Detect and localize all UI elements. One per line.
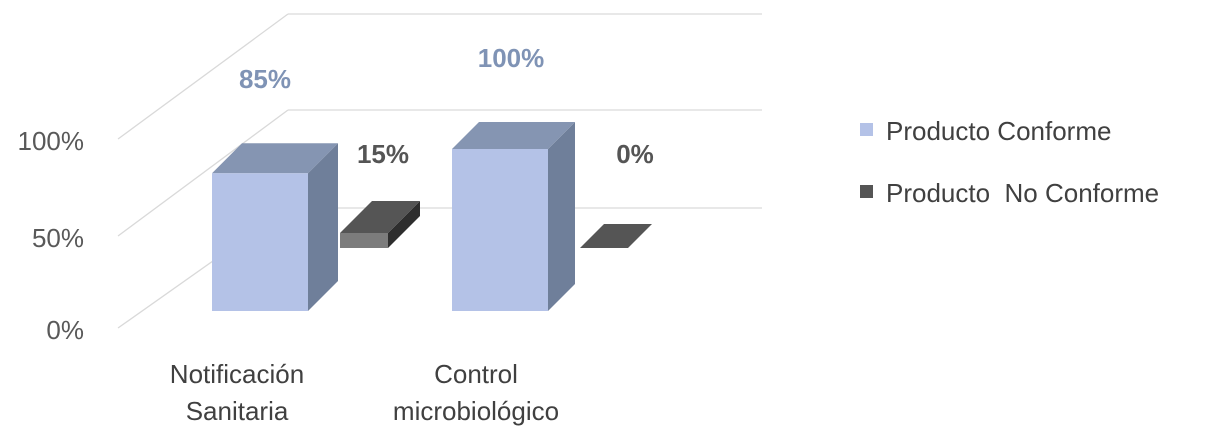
bar-producto-no-conforme-1: [580, 224, 652, 248]
x-tick-label: Sanitaria: [186, 396, 289, 426]
data-label: 100%: [478, 43, 545, 73]
bar-producto-conforme-0: [212, 143, 338, 311]
bar-side: [548, 122, 575, 311]
y-axis-ticks: 0% 50% 100%: [18, 126, 85, 345]
bar-top: [212, 143, 338, 174]
x-tick-label: Notificación: [170, 359, 304, 389]
data-label: 15%: [357, 139, 409, 169]
data-label: 85%: [239, 64, 291, 94]
bar-top: [452, 122, 575, 149]
x-tick-label: microbiológico: [393, 396, 559, 426]
chart-legend: Producto Conforme Producto No Conforme: [860, 116, 1159, 208]
legend-item: Producto Conforme: [860, 116, 1111, 146]
bar-side: [308, 143, 338, 311]
bar-front: [212, 173, 308, 311]
y-tick-label: 100%: [18, 126, 85, 156]
legend-swatch: [860, 123, 873, 136]
bar-front: [452, 149, 548, 311]
bar-top: [580, 224, 652, 248]
chart-bars: [212, 122, 652, 311]
legend-swatch: [860, 185, 873, 198]
data-labels: 85% 100% 15% 0%: [239, 43, 654, 169]
gridline-diagonal: [117, 13, 289, 140]
bar-producto-conforme-1: [452, 122, 575, 311]
gridline-diagonal: [117, 109, 289, 237]
legend-label: Producto No Conforme: [886, 178, 1159, 208]
bar-producto-no-conforme-0: [340, 201, 420, 248]
bar-top: [340, 201, 420, 233]
y-tick-label: 50%: [32, 223, 84, 253]
x-axis-labels: Notificación Sanitaria Control microbiológi…: [170, 359, 559, 426]
y-tick-label: 0%: [46, 315, 84, 345]
legend-item: Producto No Conforme: [860, 178, 1159, 208]
bar-front: [340, 233, 388, 248]
legend-label: Producto Conforme: [886, 116, 1111, 146]
x-tick-label: Control: [434, 359, 518, 389]
bar-side: [388, 201, 420, 248]
data-label: 0%: [616, 139, 654, 169]
